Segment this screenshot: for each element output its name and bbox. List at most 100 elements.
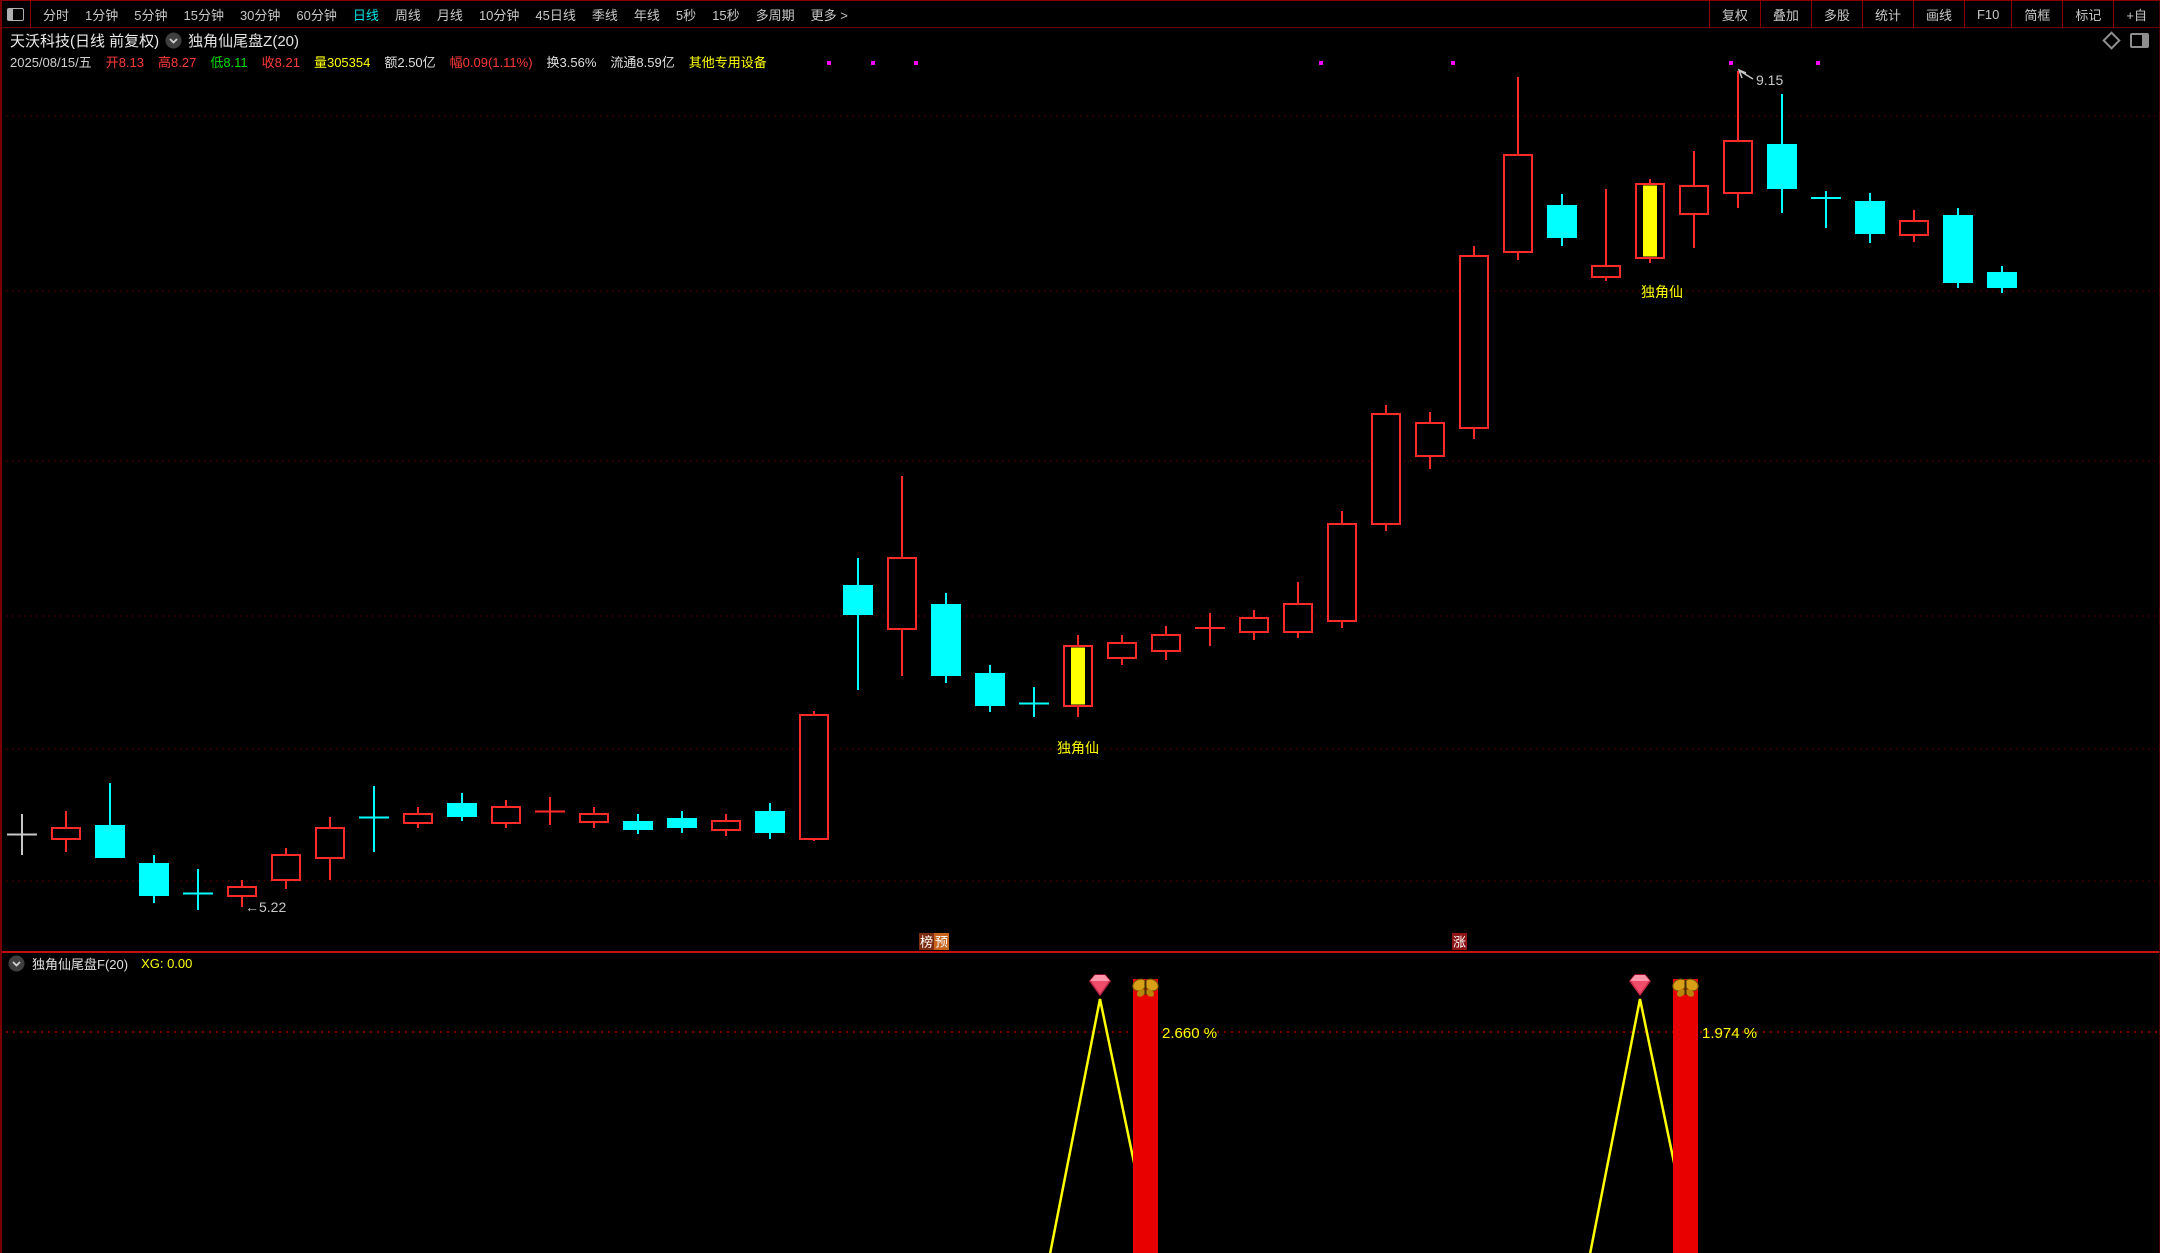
candle-down <box>1987 272 2017 288</box>
candle-up <box>403 813 433 824</box>
annotation-arrowhead <box>1737 68 1747 79</box>
timeframe-tab[interactable]: 45日线 <box>535 7 576 23</box>
candle-down <box>667 818 697 828</box>
candle-up <box>1899 220 1929 236</box>
toolbar: 分时 1分钟 5分钟 15分钟 30分钟 60分钟 日线 周线 月线 10分钟 45日线 季线 年线 5秒… <box>2 1 2159 28</box>
diamond-icon[interactable] <box>2102 31 2121 50</box>
timeframe-tab[interactable]: 15秒 <box>712 7 740 23</box>
toolbar-button[interactable]: 复权 <box>1708 1 1760 27</box>
layout-icon[interactable] <box>7 7 24 21</box>
butterfly-icon <box>1132 978 1159 997</box>
indicator-panel-header: 独角仙尾盘F(20) XG: 0.00 <box>8 954 192 973</box>
timeframe-tab[interactable]: 季线 <box>591 7 618 23</box>
toolbar-button[interactable]: 标记 <box>2062 1 2113 27</box>
butterfly-icon <box>1672 978 1699 997</box>
timeframe-tab[interactable]: 5秒 <box>675 7 697 23</box>
candle-signal-stripe <box>1643 185 1657 257</box>
timeframe-tab[interactable]: 更多 > <box>810 7 848 23</box>
info-field: 其他专用设备 <box>688 54 767 70</box>
info-field: 高8.27 <box>158 54 197 70</box>
candle-down <box>95 825 125 858</box>
quote-info-bar: 2025/08/15/五 开8.13 高8.27 低8.11 收8.21 量305354 额… <box>10 53 2159 70</box>
timeframe-tab[interactable]: 年线 <box>633 7 660 23</box>
info-field: 额2.50亿 <box>384 54 436 70</box>
info-field: 开8.13 <box>105 54 144 70</box>
timeframe-tab[interactable]: 分时 <box>43 7 70 23</box>
magenta-dot <box>1816 61 1820 65</box>
chevron-down-circle-icon[interactable] <box>8 955 25 972</box>
candle-up <box>271 854 301 881</box>
candle-down <box>843 585 873 615</box>
stock-title: 天沃科技(日线 前复权) <box>10 33 160 50</box>
magenta-dot <box>1451 61 1455 65</box>
toolbar-button[interactable]: 统计 <box>1861 1 1913 27</box>
annotation-arrow <box>1739 70 1754 80</box>
candle-up <box>227 886 257 897</box>
timeframe-tab[interactable]: 10分钟 <box>478 7 520 23</box>
info-field: 低8.11 <box>210 54 248 70</box>
magenta-dot <box>827 61 831 65</box>
signal-bar <box>1673 979 1698 1253</box>
chart-badge: 预 <box>935 935 948 950</box>
magenta-dot <box>914 61 918 65</box>
timeframe-tab[interactable]: 月线 <box>436 7 463 23</box>
candle-up <box>315 827 345 859</box>
candle-up <box>1679 185 1709 215</box>
chart-badge-bg <box>919 933 934 950</box>
candle-up <box>1723 140 1753 194</box>
toolbar-button[interactable]: 简框 <box>2011 1 2062 27</box>
info-field: 量305354 <box>313 54 371 70</box>
toolbar-button[interactable]: 叠加 <box>1759 1 1811 27</box>
timeframe-tab[interactable]: 日线 <box>352 7 379 23</box>
signal-value: 1.974 % <box>1702 1025 1757 1042</box>
candle-up <box>1151 634 1181 652</box>
toolbar-button[interactable]: 画线 <box>1912 1 1964 27</box>
candle-up <box>491 806 521 824</box>
timeframe-tab[interactable]: 60分钟 <box>296 7 337 23</box>
xg-value: XG: 0.00 <box>141 956 193 971</box>
candle-down <box>623 821 653 830</box>
chart-badge: 涨 <box>1453 935 1466 950</box>
chevron-down-circle-icon[interactable] <box>165 32 182 49</box>
candle-signal-stripe <box>1071 647 1085 705</box>
candle-up <box>1107 642 1137 659</box>
panel-indicator-name[interactable]: 独角仙尾盘F(20) <box>32 957 129 972</box>
timeframe-tab[interactable]: 多周期 <box>755 7 795 23</box>
toolbar-button[interactable]: 多股 <box>1810 1 1862 27</box>
candle-up <box>1503 154 1533 253</box>
magenta-dot <box>1729 61 1733 65</box>
candle-up <box>887 557 917 630</box>
candle-down <box>975 673 1005 706</box>
chart-badge-bg <box>934 933 949 950</box>
timeframe-tab[interactable]: 30分钟 <box>239 7 281 23</box>
info-field: 2025/08/15/五 <box>10 54 92 70</box>
candle-up <box>51 827 81 840</box>
candle-up <box>1415 422 1445 457</box>
divider <box>30 1 31 27</box>
magenta-dot <box>1319 61 1323 65</box>
low-annotation: ←5.22 <box>245 899 286 915</box>
timeframe-tab[interactable]: 5分钟 <box>134 7 168 23</box>
timeframe-tab[interactable]: 1分钟 <box>85 7 119 23</box>
main-indicator-name[interactable]: 独角仙尾盘Z(20) <box>188 33 300 50</box>
split-window-icon[interactable] <box>2130 33 2149 48</box>
toolbar-button[interactable]: F10 <box>1963 1 2011 27</box>
chart-badge: 榜 <box>920 935 933 950</box>
timeframe-tabs: 分时 1分钟 5分钟 15分钟 30分钟 60分钟 日线 周线 月线 10分钟 45日线 季线 年线 5秒… <box>35 5 856 24</box>
signal-label: 独角仙 <box>1057 740 1099 756</box>
signal-value: 2.660 % <box>1162 1025 1217 1042</box>
info-field: 流通8.59亿 <box>610 54 675 70</box>
gem-icon <box>1089 974 1111 997</box>
timeframe-tab[interactable]: 15分钟 <box>183 7 224 23</box>
gem-icon <box>1629 974 1651 997</box>
signal-bar <box>1133 979 1158 1253</box>
candle-up <box>1591 265 1621 278</box>
candle-up <box>711 820 741 831</box>
info-field: 幅0.09(1.11%) <box>449 54 533 70</box>
toolbar-button[interactable]: +自 <box>2113 1 2159 27</box>
magenta-dot <box>871 61 875 65</box>
timeframe-tab[interactable]: 周线 <box>394 7 421 23</box>
toolbar-buttons: 复权 叠加 多股 统计 画线 F10 简框 标记 +自 <box>1708 1 2159 27</box>
